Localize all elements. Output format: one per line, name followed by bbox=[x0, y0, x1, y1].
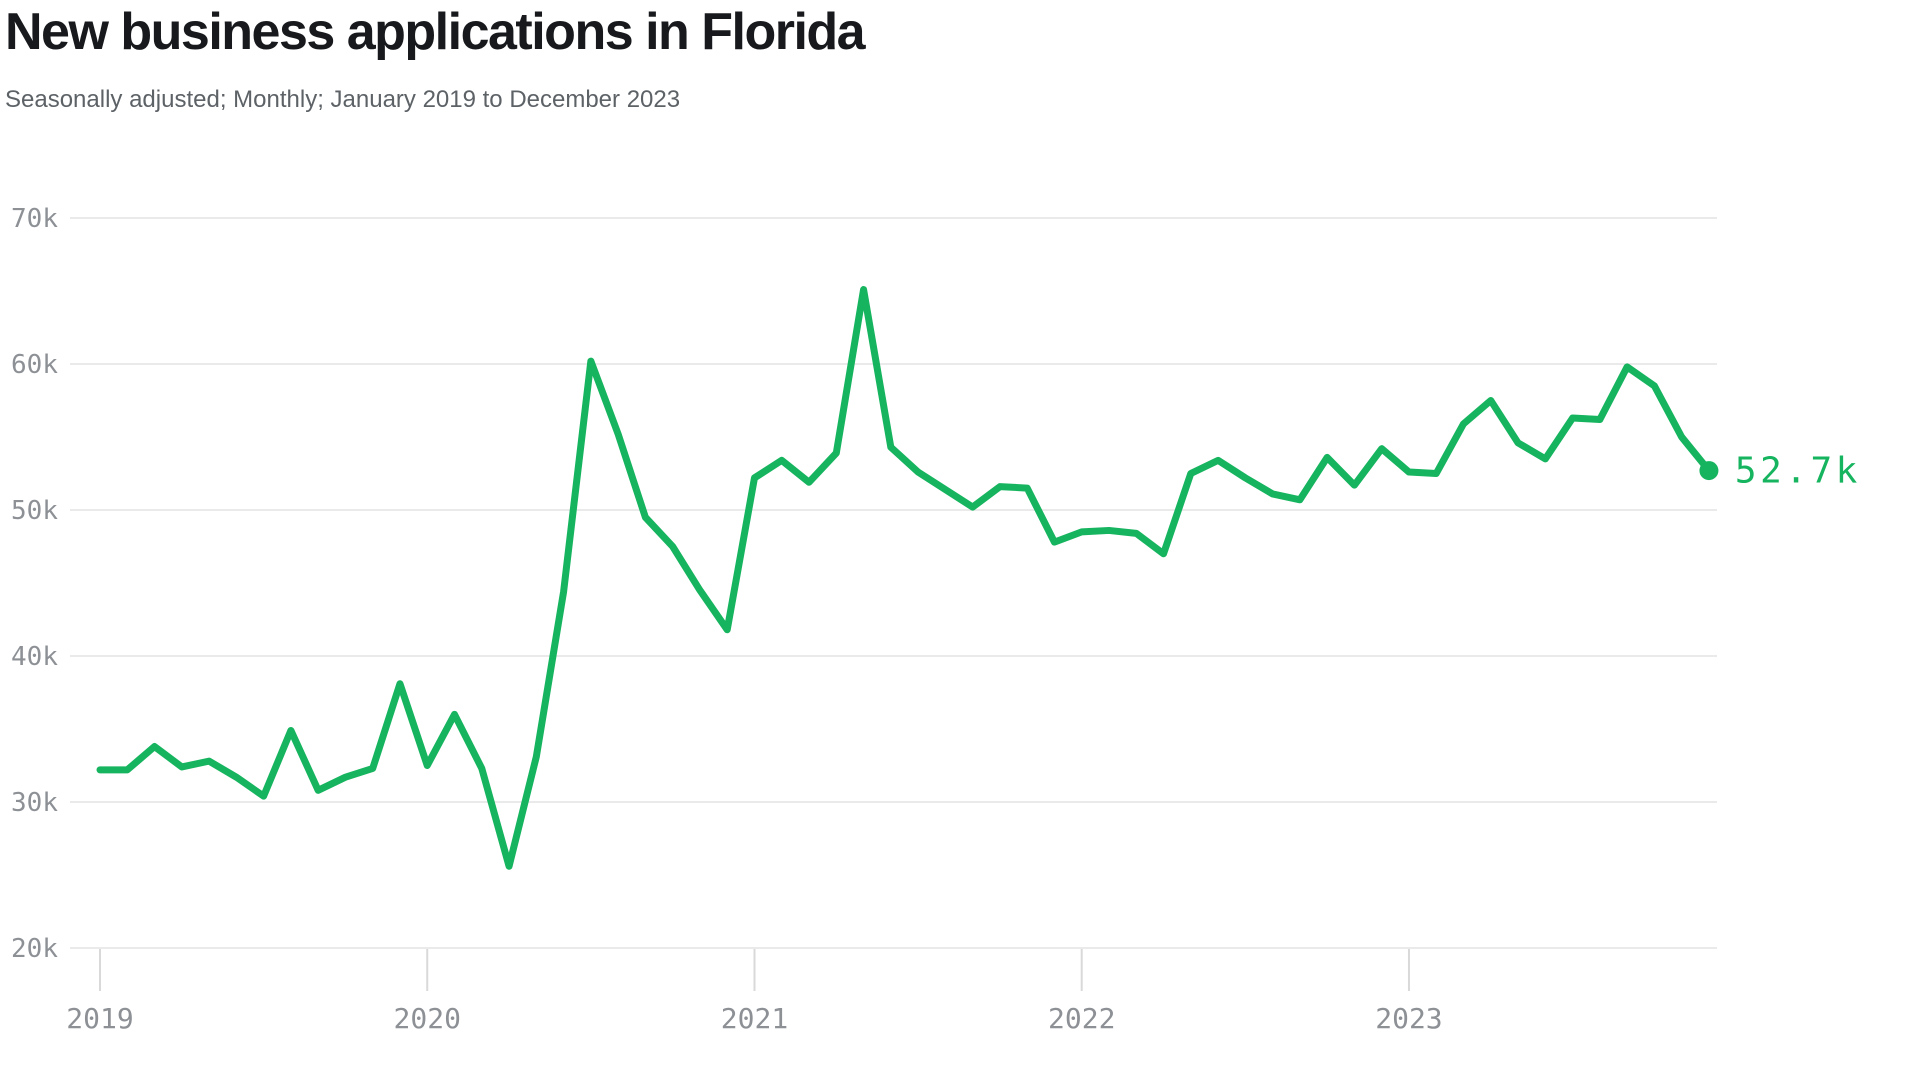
y-axis-tick-label: 70k bbox=[11, 204, 58, 234]
x-axis-tick-label: 2022 bbox=[1048, 1002, 1115, 1035]
chart-title: New business applications in Florida bbox=[5, 3, 866, 61]
y-axis-tick-label: 50k bbox=[11, 496, 58, 526]
x-axis-tick-label: 2020 bbox=[394, 1002, 461, 1035]
x-axis-tick-label: 2023 bbox=[1375, 1002, 1442, 1035]
x-axis-tick-label: 2021 bbox=[721, 1002, 788, 1035]
end-value-label: 52.7k bbox=[1735, 451, 1861, 492]
y-axis-tick-label: 60k bbox=[11, 350, 58, 380]
y-axis-tick-label: 30k bbox=[11, 788, 58, 818]
y-axis-tick-label: 20k bbox=[11, 934, 58, 964]
end-point-dot bbox=[1699, 461, 1719, 481]
y-axis-tick-label: 40k bbox=[11, 642, 58, 672]
series-line bbox=[96, 286, 1713, 870]
x-axis-tick-label: 2019 bbox=[66, 1002, 133, 1035]
chart-subtitle: Seasonally adjusted; Monthly; January 20… bbox=[5, 86, 681, 113]
